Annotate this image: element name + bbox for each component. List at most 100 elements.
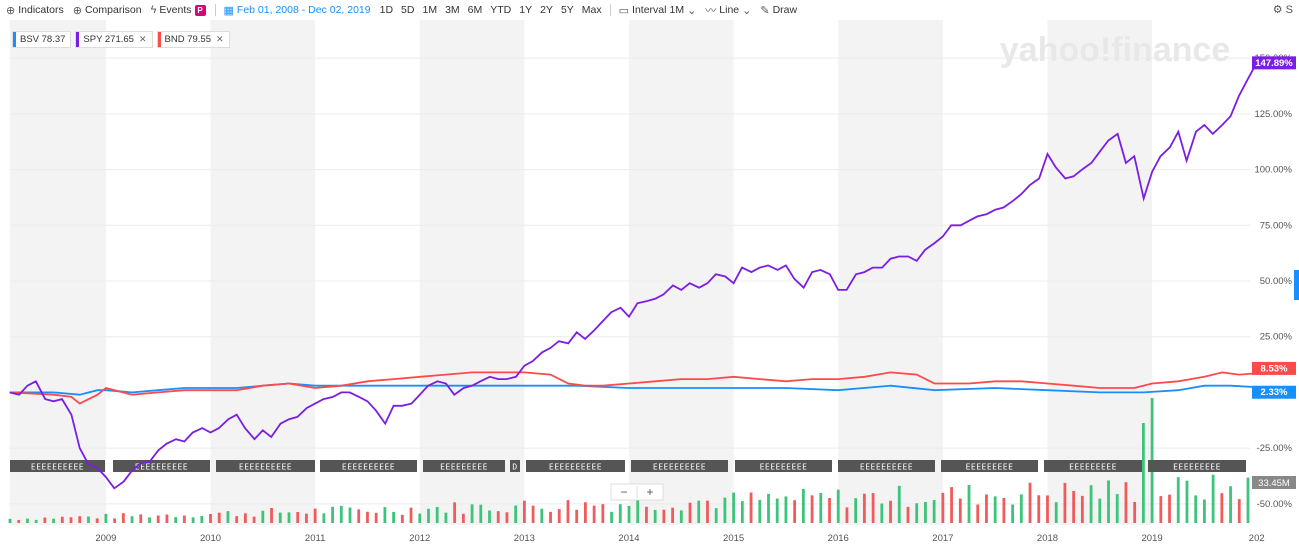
range-button-2y[interactable]: 2Y	[540, 4, 553, 16]
volume-bar	[985, 494, 988, 523]
y-tick-label: 125.00%	[1254, 109, 1292, 120]
y-tick-label: 75.00%	[1260, 220, 1293, 231]
range-button-max[interactable]: Max	[581, 4, 602, 16]
event-marker-strip[interactable]	[838, 460, 935, 472]
chart-type-dropdown[interactable]: 〰 Line ⌄	[705, 4, 752, 17]
volume-bar	[531, 505, 535, 523]
range-button-ytd[interactable]: YTD	[490, 4, 512, 16]
event-marker-strip[interactable]	[631, 460, 728, 472]
volume-bar	[653, 509, 657, 523]
volume-bar	[828, 498, 831, 523]
event-marker-label: EEEEEEEEE	[966, 463, 1014, 472]
volume-bar	[714, 508, 718, 523]
range-button-1y[interactable]: 1Y	[519, 4, 533, 16]
range-button-1d[interactable]: 1D	[379, 4, 394, 16]
event-marker-label: EEEEEEEEEE	[342, 463, 395, 472]
ticker-chips: BSV 78.37 SPY 271.65 ✕ BND 79.55 ✕	[12, 31, 230, 48]
series-lines	[9, 62, 1258, 490]
event-marker-strip[interactable]	[941, 460, 1038, 472]
year-band	[629, 20, 734, 525]
x-tick-label: 2017	[932, 533, 953, 544]
ticker-chip-bsv[interactable]: BSV 78.37	[12, 31, 72, 48]
event-marker-strip[interactable]	[216, 460, 315, 472]
volume-bar	[671, 507, 674, 523]
range-button-3m[interactable]: 3M	[445, 4, 460, 16]
close-icon[interactable]: ✕	[216, 34, 224, 44]
volume-bar	[60, 516, 64, 523]
settings-button[interactable]: ⚙ S	[1272, 4, 1293, 16]
volume-bar	[261, 510, 265, 523]
volume-bar	[679, 510, 683, 523]
ticker-color-bar	[157, 32, 161, 47]
volume-bar	[584, 502, 587, 523]
year-band	[210, 20, 316, 525]
event-marker-strip[interactable]	[735, 460, 832, 472]
chevron-down-icon: ⌄	[687, 4, 697, 17]
volume-bar	[444, 512, 448, 523]
grid-lines	[10, 57, 1250, 505]
range-button-5d[interactable]: 5D	[401, 4, 415, 16]
volume-bar	[104, 513, 108, 523]
price-chart[interactable]: yahoo!finance EEEEEEEEEE EEEEEEEEEE EEEEEE…	[0, 20, 1299, 550]
range-button-6m[interactable]: 6M	[467, 4, 483, 16]
volume-bar	[226, 511, 230, 523]
volume-bar	[331, 506, 334, 523]
event-marker-label: EEEEEEEEEE	[653, 463, 706, 472]
range-button-5y[interactable]: 5Y	[560, 4, 574, 16]
chevron-down-icon: ⌄	[742, 4, 752, 17]
volume-bar	[784, 496, 788, 523]
interval-dropdown[interactable]: ▭ Interval 1M ⌄	[618, 4, 697, 17]
close-icon[interactable]: ✕	[138, 34, 147, 44]
zoom-out-button[interactable]: −	[620, 485, 627, 499]
volume-bar	[8, 518, 12, 523]
scroll-handle[interactable]	[1294, 270, 1299, 300]
x-tick-label: 2009	[95, 533, 116, 544]
volume-bar	[52, 518, 55, 523]
volume-bar	[156, 515, 160, 523]
event-marker-strip[interactable]	[1148, 460, 1246, 472]
comparison-button[interactable]: ⊕ Comparison	[72, 4, 142, 17]
volume-bar	[26, 518, 29, 523]
end-label-box-bsv	[1252, 385, 1296, 399]
event-marker-strip[interactable]	[113, 460, 210, 472]
end-label-box-spy	[1252, 56, 1296, 70]
volume-bar	[1072, 490, 1076, 523]
x-tick-label: 2012	[409, 533, 430, 544]
range-buttons: 1D 5D 1M 3M 6M YTD 1Y 2Y 5Y Max	[380, 4, 610, 16]
ticker-chip-bnd[interactable]: BND 79.55 ✕	[156, 31, 230, 48]
volume-bar	[575, 509, 579, 523]
date-range-button[interactable]: ▦ Feb 01, 2008 - Dec 02, 2019	[223, 4, 371, 17]
volume-bar	[514, 505, 518, 523]
event-marker-strip[interactable]	[510, 460, 520, 472]
event-marker-strip[interactable]	[320, 460, 417, 472]
event-marker-strip[interactable]	[10, 460, 105, 472]
chart-toolbar: ⊕ Indicators ⊕ Comparison ϟ Events P ▦ F…	[0, 0, 1299, 20]
toolbar-divider	[609, 4, 611, 16]
year-band	[419, 20, 525, 525]
draw-button[interactable]: ✎ Draw	[760, 4, 798, 17]
series-end-labels: 147.89% 8.53% 2.33%	[1252, 56, 1296, 399]
volume-bar	[941, 492, 945, 523]
volume-bar	[1185, 480, 1189, 523]
events-button[interactable]: ϟ Events P	[151, 4, 206, 16]
zoom-in-button[interactable]: +	[646, 485, 653, 499]
volume-bar	[1220, 493, 1224, 523]
volume-bar	[906, 506, 910, 523]
volume-bar	[174, 517, 178, 523]
ticker-chip-spy[interactable]: SPY 271.65 ✕	[75, 31, 153, 48]
volume-bar	[845, 507, 849, 523]
event-marker-strip[interactable]	[423, 460, 505, 472]
ticker-label: SPY 271.65	[83, 34, 134, 45]
volume-bar	[400, 514, 404, 523]
volume-bar	[1080, 495, 1084, 523]
volume-bar	[17, 520, 21, 523]
volume-bar	[871, 493, 875, 523]
indicators-button[interactable]: ⊕ Indicators	[6, 4, 64, 17]
volume-bar	[967, 484, 971, 523]
event-marker-label: EEEEEEEEE	[440, 463, 488, 472]
volume-bar	[758, 499, 762, 523]
volume-bar	[932, 500, 936, 523]
event-marker-strip[interactable]	[1044, 460, 1142, 472]
event-marker-strip[interactable]	[526, 460, 625, 472]
range-button-1m[interactable]: 1M	[422, 4, 438, 16]
